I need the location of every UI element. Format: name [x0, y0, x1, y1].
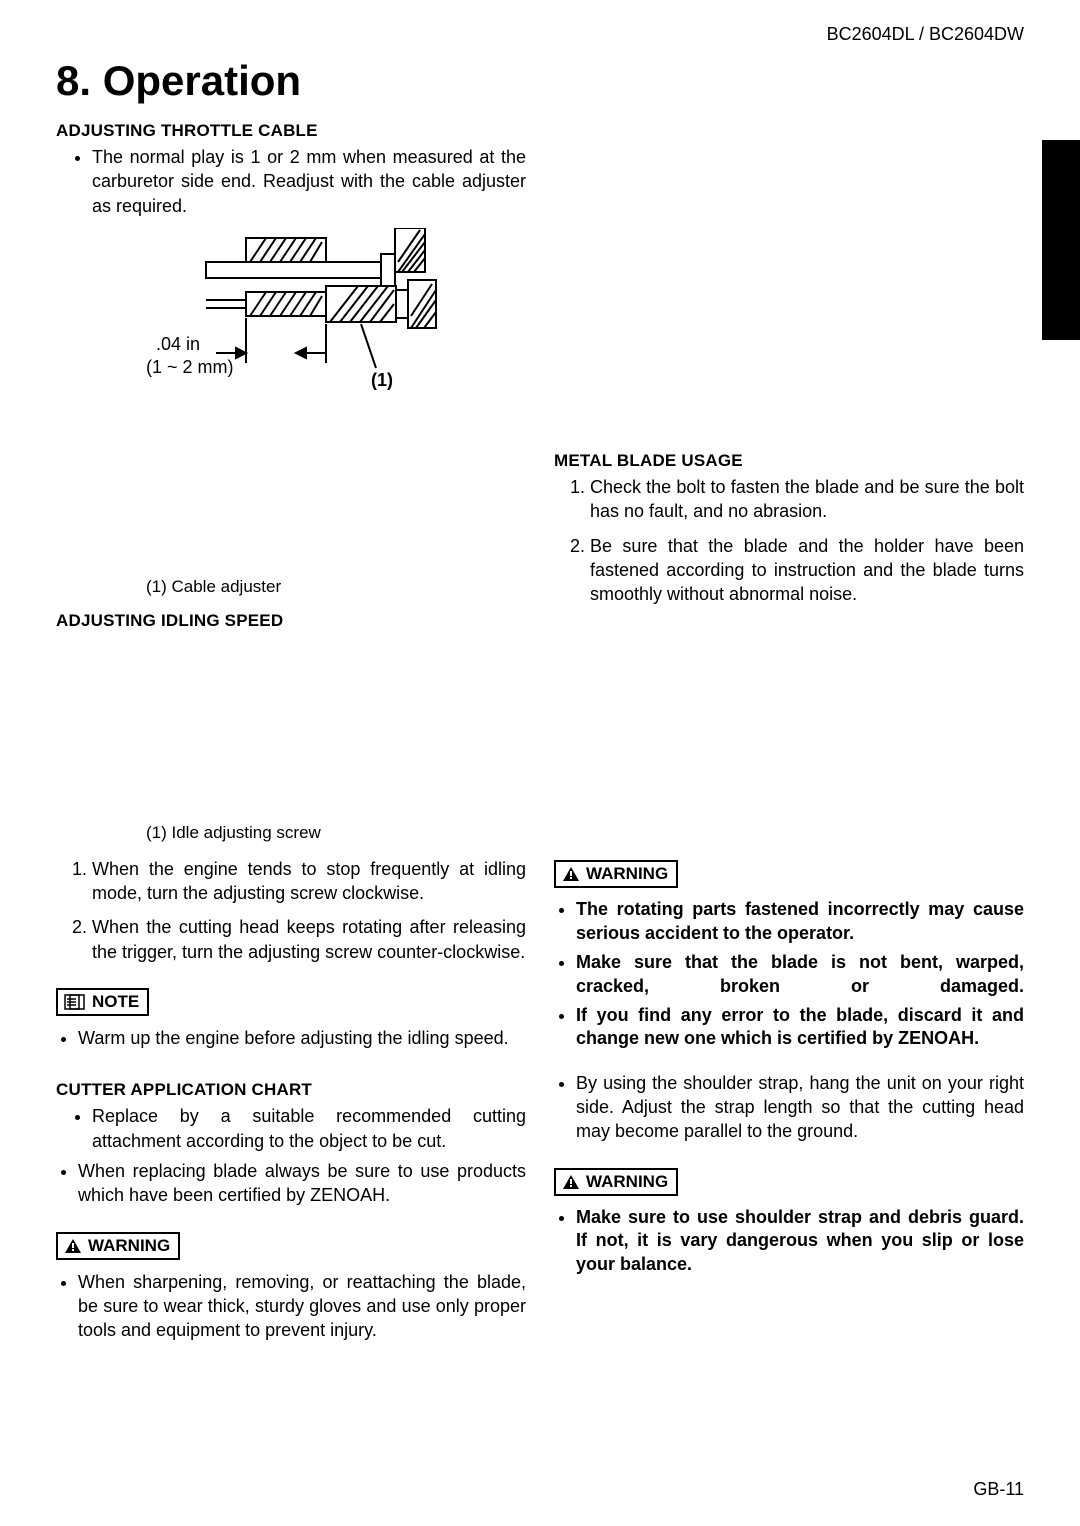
warning2-item-a: The rotating parts fastened incorrectly … — [576, 898, 1024, 945]
side-tab — [1042, 140, 1080, 340]
cutter-bullet-1: Replace by a suitable recommended cuttin… — [92, 1104, 526, 1153]
warning2-text-label: WARNING — [586, 864, 668, 884]
metal-step-1: Check the bolt to fasten the blade and b… — [590, 475, 1024, 524]
note-label: NOTE — [56, 988, 149, 1016]
warning1-item: When sharpening, removing, or reattachin… — [78, 1270, 526, 1343]
warning3-item: Make sure to use shoulder strap and debr… — [576, 1206, 1024, 1276]
warning3-label: WARNING — [554, 1168, 678, 1196]
cutter-bullets: Replace by a suitable recommended cuttin… — [56, 1104, 526, 1153]
model-header: BC2604DL / BC2604DW — [56, 24, 1024, 45]
cutter-bullets-2: When replacing blade always be sure to u… — [56, 1159, 526, 1208]
throttle-bullet-1: The normal play is 1 or 2 mm when measur… — [92, 145, 526, 218]
strap-item: By using the shoulder strap, hang the un… — [576, 1071, 1024, 1144]
diag-label-bottom: (1 ~ 2 mm) — [146, 357, 234, 377]
warning2-label: WARNING — [554, 860, 678, 888]
cutter-bullet-2: When replacing blade always be sure to u… — [78, 1159, 526, 1208]
right-column: METAL BLADE USAGE Check the bolt to fast… — [554, 115, 1024, 1352]
metal-step-2: Be sure that the blade and the holder ha… — [590, 534, 1024, 607]
diag-ref: (1) — [371, 370, 393, 390]
content-columns: ADJUSTING THROTTLE CABLE The normal play… — [56, 115, 1024, 1352]
throttle-bullets: The normal play is 1 or 2 mm when measur… — [56, 145, 526, 218]
warning-icon — [562, 1174, 580, 1190]
idling-step-2: When the cutting head keeps rotating aft… — [92, 915, 526, 964]
idling-caption: (1) Idle adjusting screw — [146, 823, 526, 843]
note-icon — [64, 994, 86, 1010]
left-column: ADJUSTING THROTTLE CABLE The normal play… — [56, 115, 526, 1352]
warning3-list: Make sure to use shoulder strap and debr… — [554, 1206, 1024, 1276]
warning1-label: WARNING — [56, 1232, 180, 1260]
note-list: Warm up the engine before adjusting the … — [56, 1026, 526, 1050]
heading-metal: METAL BLADE USAGE — [554, 451, 1024, 471]
warning3-text-label: WARNING — [586, 1172, 668, 1192]
idling-step-1: When the engine tends to stop frequently… — [92, 857, 526, 906]
throttle-caption: (1) Cable adjuster — [146, 577, 526, 597]
heading-cutter: CUTTER APPLICATION CHART — [56, 1080, 526, 1100]
metal-steps: Check the bolt to fasten the blade and b… — [554, 475, 1024, 606]
page-footer: GB-11 — [973, 1479, 1024, 1500]
diag-label-top: .04 in — [156, 334, 200, 354]
throttle-diagram: .04 in (1 ~ 2 mm) (1) — [146, 228, 526, 403]
warning2-item-c: If you find any error to the blade, disc… — [576, 1004, 1024, 1051]
warning-icon — [562, 866, 580, 882]
note-item: Warm up the engine before adjusting the … — [78, 1026, 526, 1050]
heading-idling: ADJUSTING IDLING SPEED — [56, 611, 526, 631]
warning-icon — [64, 1238, 82, 1254]
warning1-list: When sharpening, removing, or reattachin… — [56, 1270, 526, 1343]
warning2-item-b: Make sure that the blade is not bent, wa… — [576, 951, 1024, 998]
warning1-text-label: WARNING — [88, 1236, 170, 1256]
strap-list: By using the shoulder strap, hang the un… — [554, 1071, 1024, 1144]
note-text-label: NOTE — [92, 992, 139, 1012]
chapter-title: 8. Operation — [56, 57, 1024, 105]
heading-throttle: ADJUSTING THROTTLE CABLE — [56, 121, 526, 141]
warning2-list: The rotating parts fastened incorrectly … — [554, 898, 1024, 1050]
idling-steps: When the engine tends to stop frequently… — [56, 857, 526, 964]
